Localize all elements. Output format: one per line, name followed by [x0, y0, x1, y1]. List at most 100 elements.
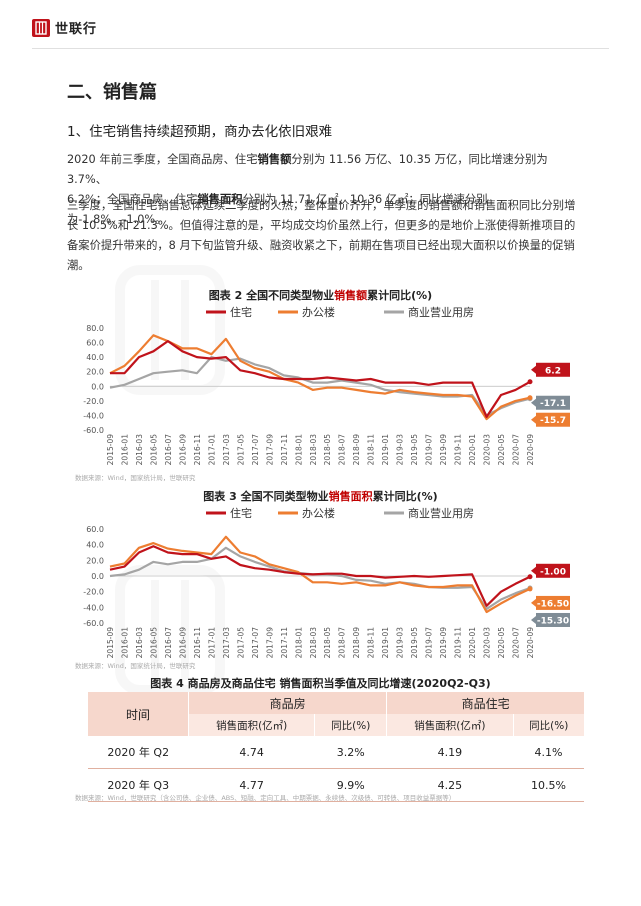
y-tick-label: 80.0 — [86, 324, 104, 333]
series-line — [109, 535, 531, 614]
y-tick-label: 40.0 — [86, 353, 104, 362]
section-subtitle: 1、住宅销售持续超预期，商办去化依旧艰难 — [67, 124, 333, 140]
table-cell: 3.2% — [314, 736, 387, 769]
y-tick-label: 20.0 — [86, 556, 104, 565]
fig2-title-part: 累计同比(%) — [367, 289, 433, 302]
x-tick-label: 2018-07 — [338, 434, 347, 466]
series-line — [109, 334, 531, 421]
series-line — [109, 545, 531, 607]
table-cell: 4.77 — [188, 768, 315, 802]
x-tick-label: 2019-05 — [410, 434, 419, 466]
y-tick-label: 40.0 — [86, 541, 104, 550]
end-label-text: -1.00 — [540, 567, 566, 577]
y-tick-label: 20.0 — [86, 368, 104, 377]
table-subheader-yoy: 同比(%) — [314, 714, 387, 736]
paragraph-text: 分别为 11.56 万亿、10.35 万亿，同比增速分别为 3.7%、 — [67, 153, 548, 186]
table-cell-time: 2020 年 Q2 — [88, 736, 189, 769]
y-tick-label: 0.0 — [91, 572, 104, 581]
end-label-text: 6.2 — [545, 366, 561, 376]
y-tick-label: -40.0 — [83, 603, 104, 612]
x-tick-label: 2016-03 — [135, 434, 144, 466]
table-header-time: 时间 — [88, 692, 189, 736]
x-tick-label: 2017-09 — [265, 627, 274, 659]
x-tick-label: 2017-07 — [251, 434, 260, 466]
end-label-pointer — [531, 398, 536, 407]
y-tick-label: 60.0 — [86, 525, 104, 534]
y-tick-label: -60.0 — [83, 426, 104, 435]
y-tick-label: -60.0 — [83, 619, 104, 628]
series-end-point — [527, 574, 533, 580]
table-subheader-yoy: 同比(%) — [512, 714, 584, 736]
legend-label: 住宅 — [230, 305, 252, 319]
end-label-box — [536, 412, 570, 427]
table-cell: 9.9% — [314, 768, 387, 802]
paragraph-text: 2020 年前三季度，全国商品房、住宅 — [67, 153, 258, 166]
end-label-box — [536, 612, 570, 627]
x-tick-label: 2016-11 — [193, 627, 202, 659]
x-tick-label: 2017-09 — [265, 434, 274, 466]
x-tick-label: 2018-11 — [367, 434, 376, 466]
fig3-title: 图表 3 全国不同类型物业销售面积累计同比(%) — [0, 488, 641, 504]
table-row: 2020 年 Q3 4.77 9.9% 4.25 10.5% — [88, 768, 584, 802]
chart-sales-area-yoy: 住宅 办公楼 商业营业用房 60.0 40.0 20.0 0.0 -20.0 -40.0 -60.… — [83, 506, 570, 659]
fig2-title-highlight: 销售额 — [334, 289, 368, 302]
end-label-text: -17.1 — [540, 399, 566, 409]
x-tick-label: 2019-03 — [396, 627, 405, 659]
header-divider — [32, 48, 609, 49]
x-tick-label: 2018-05 — [323, 627, 332, 659]
y-tick-label: 60.0 — [86, 339, 104, 348]
x-tick-label: 2016-05 — [149, 434, 158, 466]
fig2-source: 数据来源：Wind，国家统计局，世联研究 — [75, 474, 196, 482]
x-tick-label: 2019-11 — [454, 627, 463, 659]
x-tick-label: 2020-05 — [497, 434, 506, 466]
x-tick-label: 2018-09 — [352, 627, 361, 659]
legend-label: 办公楼 — [302, 506, 335, 520]
table-header-group2: 商品住宅 — [386, 692, 584, 714]
brand-logo: 世联行 — [32, 18, 97, 37]
x-tick-label: 2016-09 — [178, 627, 187, 659]
x-tick-label: 2017-11 — [280, 434, 289, 466]
page-header: 世联行 — [0, 0, 641, 62]
x-tick-label: 2016-07 — [164, 627, 173, 659]
x-tick-label: 2020-01 — [468, 434, 477, 466]
end-label-pointer — [531, 566, 536, 575]
end-label-text: -15.30 — [537, 616, 569, 626]
x-tick-label: 2019-05 — [410, 627, 419, 659]
fig4-title: 图表 4 商品房及商品住宅 销售面积当季值及同比增速(2020Q2-Q3) — [150, 677, 491, 690]
y-tick-label: -20.0 — [83, 588, 104, 597]
y-tick-label: -20.0 — [83, 397, 104, 406]
table-cell: 4.1% — [513, 736, 584, 769]
y-tick-label: -40.0 — [83, 411, 104, 420]
x-tick-label: 2019-01 — [381, 627, 390, 659]
series-line — [110, 339, 531, 419]
x-tick-label: 2017-11 — [280, 627, 289, 659]
legend-label: 住宅 — [230, 506, 252, 520]
table-cell: 4.25 — [386, 768, 514, 802]
legend-label: 商业营业用房 — [408, 305, 474, 319]
x-tick-label: 2017-03 — [222, 627, 231, 659]
x-tick-label: 2020-03 — [483, 434, 492, 466]
end-label-pointer — [531, 598, 536, 607]
x-tick-label: 2015-09 — [106, 434, 115, 466]
x-tick-label: 2019-01 — [381, 434, 390, 466]
table-subheader-area: 销售面积(亿㎡) — [386, 714, 514, 736]
table-row: 2020 年 Q2 4.74 3.2% 4.19 4.1% — [88, 736, 584, 769]
table-cell: 4.19 — [386, 736, 514, 769]
end-label-pointer — [531, 415, 536, 424]
series-end-point — [527, 586, 533, 592]
paragraph-text: 分别为 11.71 亿㎡、10.36 亿㎡；同比增速分别为-1.8%、-1.0%… — [67, 193, 488, 226]
fig2-title: 图表 2 全国不同类型物业销售额累计同比(%) — [0, 287, 641, 303]
x-tick-label: 2019-03 — [396, 434, 405, 466]
y-tick-label: 0.0 — [91, 382, 104, 391]
fig3-title-highlight: 销售面积 — [328, 490, 373, 503]
x-tick-label: 2015-09 — [106, 627, 115, 659]
x-tick-label: 2018-01 — [294, 434, 303, 466]
x-tick-label: 2018-03 — [309, 434, 318, 466]
brand-logo-icon — [32, 18, 50, 37]
table-cell: 10.5% — [513, 768, 584, 802]
x-tick-label: 2016-03 — [135, 627, 144, 659]
x-tick-label: 2017-05 — [236, 434, 245, 466]
x-tick-label: 2019-09 — [439, 434, 448, 466]
end-label-text: -15.7 — [540, 416, 566, 426]
fig3-source: 数据来源：Wind，国家统计局，世联研究 — [75, 662, 196, 670]
